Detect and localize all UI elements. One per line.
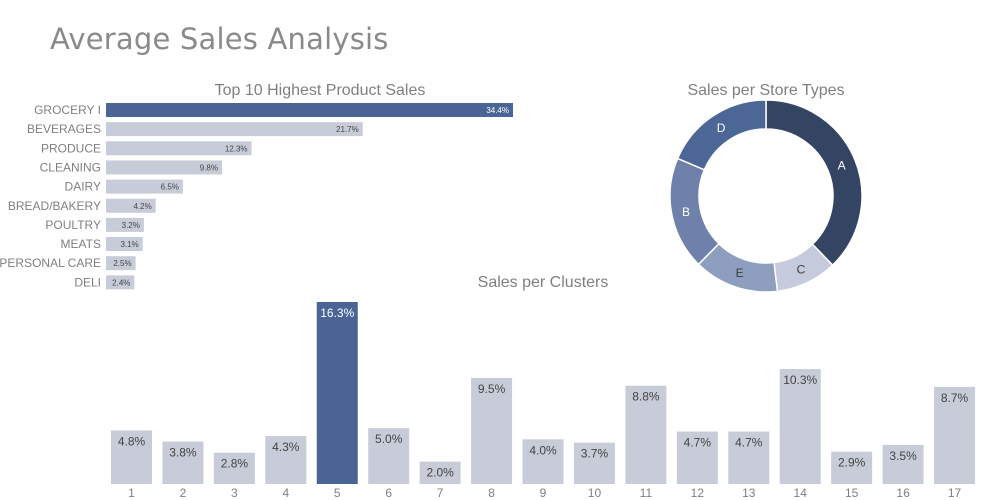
cluster-tick-label: 13 [742,486,756,500]
cluster-value-label: 8.7% [941,391,969,405]
store-type-label: C [797,263,806,277]
cluster-bar [316,302,358,484]
store-type-label: D [717,121,726,135]
product-bar [106,217,144,232]
top-products-chart: GROCERY I 34.4% BEVERAGES 21.7% PRODUCE 12.3%… [0,103,513,290]
cluster-bar [882,444,924,484]
cluster-value-label: 3.8% [169,446,197,460]
cluster-bar [573,442,615,484]
store-types-chart: A C E B D [669,99,863,293]
cluster-value-label: 10.3% [783,373,817,387]
cluster-value-label: 9.5% [478,382,506,396]
cluster-bar [676,431,718,484]
cluster-bar [265,435,307,484]
product-value-label: 6.5% [161,183,179,192]
cluster-tick-label: 9 [540,486,547,500]
product-value-label: 9.8% [200,163,218,172]
cluster-tick-label: 8 [488,486,495,500]
product-category-label: BEVERAGES [27,122,101,136]
product-category-label: GROCERY I [34,103,101,117]
cluster-value-label: 8.8% [632,390,660,404]
product-category-label: BREAD/BAKERY [8,199,101,213]
cluster-value-label: 4.7% [684,436,712,450]
cluster-value-label: 4.8% [118,434,146,448]
clusters-chart: 4.8% 1 3.8% 2 2.8% 3 4.3% 4 16.3% 5 5.0% 6 2.0% 7 9.5%… [111,302,976,500]
top-products-chart-title: Top 10 Highest Product Sales [215,82,426,99]
cluster-value-label: 3.5% [889,449,917,463]
product-bar [106,122,363,137]
cluster-bar [368,428,410,484]
cluster-value-label: 2.9% [838,456,866,470]
cluster-tick-label: 7 [437,486,444,500]
cluster-value-label: 4.7% [735,436,763,450]
cluster-tick-label: 11 [640,486,653,500]
store-type-label: B [682,205,690,219]
product-bar [106,198,156,213]
product-category-label: PRODUCE [41,141,101,155]
product-value-label: 21.7% [336,125,359,134]
cluster-bar [162,441,204,484]
cluster-value-label: 4.0% [529,443,557,457]
product-value-label: 3.1% [120,240,138,249]
cluster-tick-label: 15 [845,486,859,500]
product-value-label: 2.5% [113,259,131,268]
cluster-tick-label: 2 [180,486,187,500]
cluster-bar [471,377,513,484]
cluster-value-label: 5.0% [375,432,403,446]
product-category-label: DAIRY [65,180,101,194]
product-bar [106,141,252,156]
product-category-label: DELI [74,275,101,289]
cluster-bar [213,452,255,484]
cluster-value-label: 16.3% [320,306,354,320]
cluster-bar [779,368,821,484]
cluster-tick-label: 4 [282,486,289,500]
store-type-slice [669,157,720,266]
store-type-label: E [736,266,744,280]
product-category-label: PERSONAL CARE [0,256,101,270]
cluster-tick-label: 17 [948,486,962,500]
store-type-slice [765,99,863,267]
cluster-tick-label: 5 [334,486,341,500]
store-type-label: A [838,159,846,173]
clusters-chart-title: Sales per Clusters [478,274,609,291]
cluster-tick-label: 6 [385,486,392,500]
product-value-label: 12.3% [225,144,248,153]
cluster-value-label: 4.3% [272,440,300,454]
product-value-label: 4.2% [133,202,151,211]
cluster-value-label: 2.8% [221,457,249,471]
page-title: Average Sales Analysis [50,22,389,56]
product-value-label: 34.4% [486,106,509,115]
cluster-tick-label: 16 [896,486,910,500]
cluster-tick-label: 10 [588,486,602,500]
product-bar [106,237,143,252]
store-type-slice [676,99,767,171]
product-bar [106,103,513,117]
product-bar [106,256,136,271]
cluster-bar [831,451,873,484]
product-value-label: 2.4% [112,278,130,287]
product-bar [106,275,135,290]
cluster-tick-label: 14 [794,486,808,500]
cluster-tick-label: 1 [128,486,135,500]
cluster-bar [934,386,976,484]
cluster-bar [111,430,152,484]
cluster-tick-label: 3 [231,486,238,500]
product-category-label: MEATS [61,237,101,251]
product-category-label: CLEANING [40,160,101,174]
cluster-bar [625,385,667,484]
product-category-label: POULTRY [45,218,101,232]
product-bar [106,160,222,175]
cluster-value-label: 3.7% [581,447,609,461]
cluster-bar [522,439,564,484]
cluster-tick-label: 12 [691,486,705,500]
store-types-chart-title: Sales per Store Types [687,82,844,99]
cluster-bar [728,431,770,484]
product-value-label: 3.2% [122,221,140,230]
product-bar [106,179,183,194]
cluster-bar [419,461,461,484]
cluster-value-label: 2.0% [426,466,454,480]
